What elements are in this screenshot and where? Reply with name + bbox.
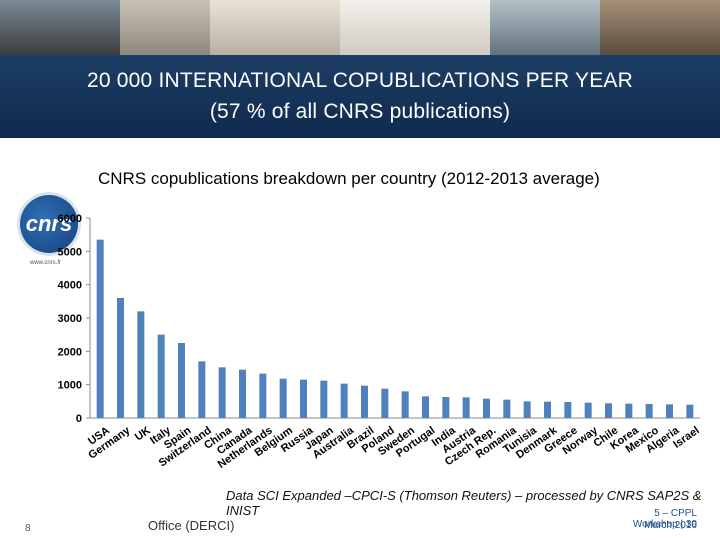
bar-denmark (544, 401, 551, 418)
logo-text: cnrs (25, 211, 73, 236)
chart-title: CNRS copublications breakdown per countr… (98, 169, 600, 188)
bar-austria (462, 397, 470, 418)
bar-usa (96, 239, 104, 418)
bar-sweden (401, 391, 409, 418)
slide-subtitle: (57 % of all CNRS publications) (209, 100, 511, 123)
bar-romania (503, 399, 511, 418)
y-axis: 0 1000 2000 3000 4000 5000 6000 (58, 213, 700, 425)
bar-netherlands (259, 373, 267, 418)
header-photo-strip (0, 0, 720, 55)
bar-greece (564, 402, 572, 418)
bar-poland (381, 388, 389, 418)
title-band: 20 000 INTERNATIONAL COPUBLICATIONS PER … (0, 55, 720, 138)
cnrs-logo: cnrs (20, 195, 78, 253)
bar-japan (320, 380, 328, 418)
bar-germany (117, 298, 124, 418)
y-tick-label: 1000 (58, 380, 82, 392)
bar-norway (584, 402, 592, 418)
y-tick-label: 5000 (58, 246, 82, 258)
bar-switzerland (198, 361, 206, 418)
bar-india (442, 397, 450, 418)
bar-china (218, 367, 226, 418)
bar-mexico (645, 404, 653, 418)
footer-date: March 2016 (644, 520, 697, 531)
bars (96, 239, 694, 418)
bar-russia (300, 379, 307, 418)
footer-office: Office (DERCI) (148, 518, 235, 533)
bar-portugal (422, 396, 429, 418)
bar-spain (178, 343, 185, 418)
bar-tunisia (523, 401, 531, 418)
bar-korea (625, 403, 633, 418)
bar-israel (686, 404, 694, 418)
bar-chile (605, 403, 612, 418)
bar-algeria (666, 404, 673, 418)
bar-belgium (279, 378, 287, 418)
y-tick-label: 6000 (58, 213, 82, 225)
y-tick-label: 0 (76, 413, 82, 425)
bar-australia (340, 383, 348, 418)
bar-canada (239, 369, 246, 418)
bar-italy (157, 334, 165, 418)
data-source-note: Data SCI Expanded –CPCI-S (Thomson Reute… (226, 488, 702, 518)
y-tick-label: 3000 (58, 313, 82, 325)
bar-brazil (361, 385, 368, 418)
footer-event: 5 – CPPL Workshop | 30 (632, 508, 697, 530)
page-number: 8 (25, 523, 31, 534)
logo-url: www.cnrs.fr (30, 260, 62, 266)
y-tick-label: 4000 (58, 280, 82, 292)
slide-title: 20 000 INTERNATIONAL COPUBLICATIONS PER … (86, 69, 633, 92)
y-tick-label: 2000 (58, 346, 82, 358)
bar-uk (137, 311, 145, 418)
bar-czech-rep- (483, 398, 490, 418)
